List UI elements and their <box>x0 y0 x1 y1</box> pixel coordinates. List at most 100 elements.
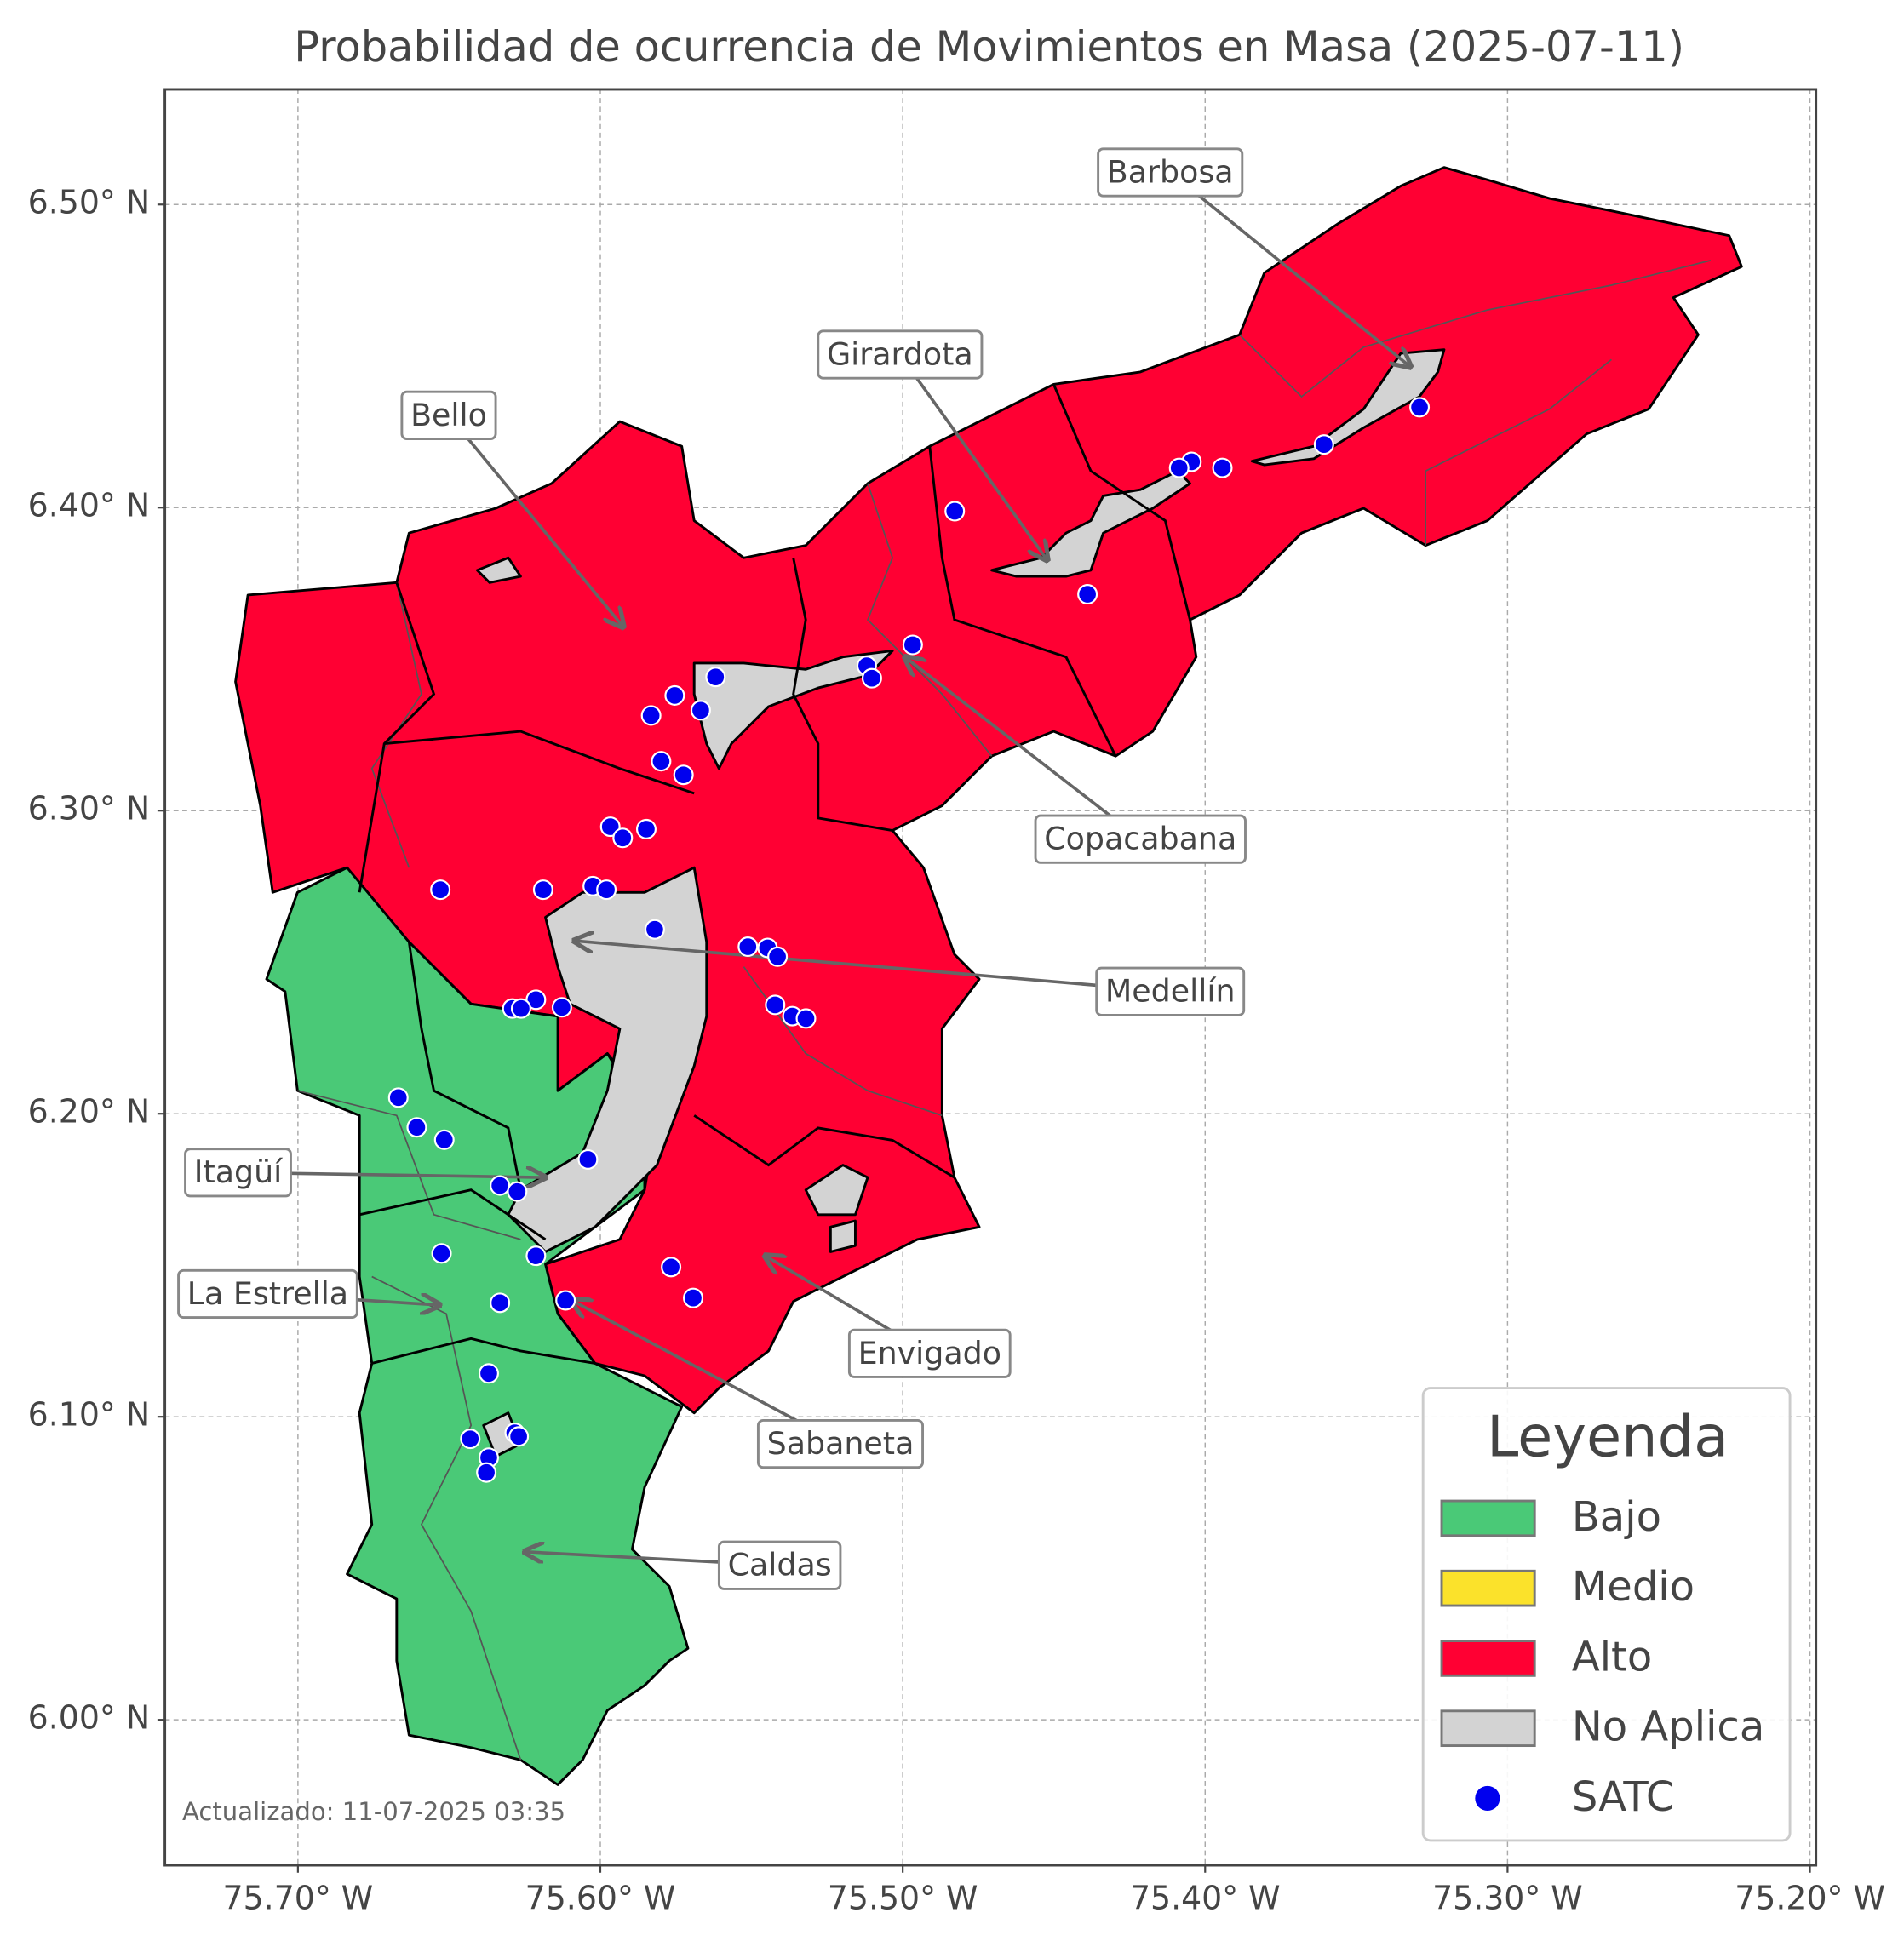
satc-point <box>525 989 547 1011</box>
y-tick-label: 6.20° N <box>28 1093 150 1131</box>
annotation-box <box>756 1418 925 1469</box>
satc-point <box>690 700 711 721</box>
satc-point <box>705 667 726 688</box>
satc-point <box>737 936 759 958</box>
annotation-box <box>847 1328 1012 1378</box>
region-alto <box>234 166 1743 1415</box>
boundary <box>297 1090 521 1240</box>
municipal-border <box>792 557 893 832</box>
region-no-aplica <box>692 649 894 770</box>
annotation-arrow <box>447 414 623 627</box>
municipal-border <box>358 581 436 893</box>
y-tick-label: 6.40° N <box>28 487 150 524</box>
map-title: Probabilidad de ocurrencia de Movimiento… <box>294 22 1684 72</box>
annotation-label: Bello <box>410 397 487 433</box>
satc-point <box>861 667 882 689</box>
x-tick-label: 75.70° W <box>223 1879 374 1916</box>
legend-swatch <box>1440 1709 1536 1748</box>
boundary <box>1239 260 1712 398</box>
satc-point <box>902 634 923 656</box>
x-tick-label: 75.50° W <box>828 1879 978 1916</box>
satc-point <box>478 1363 499 1384</box>
legend-swatch <box>1440 1569 1536 1607</box>
annotation-box <box>1034 814 1247 864</box>
satc-point <box>661 1257 682 1278</box>
legend-label: No Aplica <box>1572 1703 1764 1751</box>
satc-point <box>673 764 694 786</box>
y-tick-label: 6.50° N <box>28 184 150 221</box>
satc-point <box>795 1008 817 1029</box>
legend-marker <box>1475 1785 1500 1811</box>
satc-point <box>767 946 789 967</box>
satc-point <box>525 1245 547 1267</box>
annotation-label: Itagüí <box>194 1154 284 1190</box>
satc-point <box>555 1290 576 1311</box>
satc-point <box>644 919 665 940</box>
annotations: Barbosa Girardota Bello Copacabana Medellín I… <box>177 147 1411 1590</box>
region-no-aplica <box>990 469 1191 578</box>
satc-point <box>551 997 572 1018</box>
municipal-border <box>928 446 1117 757</box>
satc-point <box>460 1429 481 1450</box>
region-no-aplica <box>804 1164 869 1217</box>
legend-swatch <box>1440 1640 1536 1677</box>
annotation-label: Caldas <box>728 1547 832 1583</box>
annotation-box <box>817 329 984 380</box>
satc-point <box>507 1181 528 1202</box>
municipal-border <box>693 1114 955 1179</box>
satc-point <box>508 1426 530 1447</box>
satc-point <box>664 684 685 706</box>
boundary <box>1425 358 1612 546</box>
satc-point <box>1077 584 1098 605</box>
legend-swatch <box>1440 1499 1536 1537</box>
plot-frame <box>163 88 1818 1867</box>
satc-point <box>635 818 657 839</box>
annotation-box <box>400 390 497 440</box>
region-no-aplica <box>507 866 708 1253</box>
satc-point <box>640 705 662 726</box>
satc-point <box>387 1087 409 1108</box>
satc-point <box>433 1129 455 1150</box>
satc-point <box>532 879 553 901</box>
legend-label: Medio <box>1572 1563 1695 1611</box>
x-tick-label: 75.40° W <box>1130 1879 1281 1916</box>
y-tick-label: 6.10° N <box>28 1396 150 1434</box>
annotation-label: Girardota <box>827 335 973 372</box>
x-tick-label: 75.30° W <box>1432 1879 1583 1916</box>
satc-point <box>651 751 672 772</box>
satc-point <box>944 501 966 522</box>
annotation-arrow <box>898 353 1047 561</box>
satc-points <box>387 397 1431 1483</box>
footer-note: Actualizado: 11-07-2025 03:35 <box>182 1797 565 1826</box>
satc-point <box>430 879 451 901</box>
region-no-aplica <box>829 1219 857 1253</box>
boundary <box>866 483 993 757</box>
satc-point <box>612 827 634 849</box>
legend: Leyenda Bajo Medio Alto No Aplica SATC <box>1421 1387 1792 1842</box>
municipal-border <box>384 730 695 795</box>
satc-point <box>683 1287 704 1308</box>
municipal-border <box>371 1337 595 1365</box>
legend-label: Alto <box>1572 1633 1652 1680</box>
annotation-arrow <box>1169 171 1410 368</box>
annotation-label: Copacabana <box>1044 821 1236 857</box>
municipal-border <box>407 942 522 1190</box>
municipal-border <box>1052 383 1191 621</box>
annotation-label: La Estrella <box>187 1275 348 1312</box>
satc-point <box>431 1243 452 1264</box>
annotation-arrow <box>905 657 1142 841</box>
satc-point <box>1212 457 1233 478</box>
y-tick-label: 6.00° N <box>28 1699 150 1737</box>
x-tick-label: 75.20° W <box>1735 1879 1885 1916</box>
legend-title: Leyenda <box>1487 1403 1729 1469</box>
annotation-box <box>1097 147 1244 198</box>
annotation-label: Envigado <box>858 1335 1001 1371</box>
annotation-label: Medellín <box>1105 973 1236 1010</box>
satc-point <box>577 1148 599 1170</box>
y-tick-label: 6.30° N <box>28 790 150 827</box>
legend-label: Bajo <box>1572 1493 1661 1541</box>
annotation-box <box>184 1148 292 1198</box>
satc-point <box>596 879 617 901</box>
